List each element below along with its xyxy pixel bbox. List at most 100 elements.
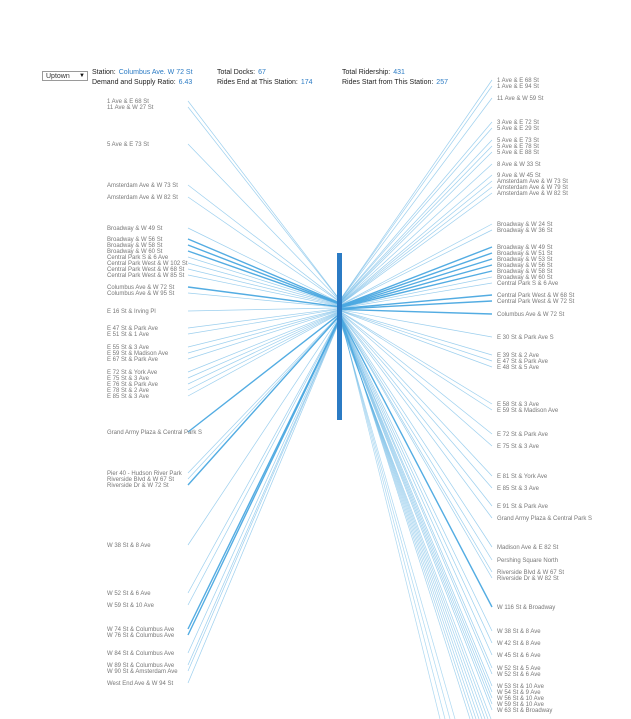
station-label-left[interactable]: Columbus Ave & W 72 St xyxy=(107,285,175,291)
station-label-left[interactable]: W 89 St & Columbus Ave xyxy=(107,663,175,669)
direction-dropdown[interactable]: Uptown ▼ xyxy=(42,71,88,81)
station-label-right[interactable]: 3 Ave & E 72 St xyxy=(497,120,539,126)
station-label-right[interactable]: E 39 St & 2 Ave xyxy=(497,353,540,359)
station-label-right[interactable]: W 45 St & 6 Ave xyxy=(497,653,541,659)
flow-line-right xyxy=(339,309,493,356)
station-label-right[interactable]: 11 Ave & W 59 St xyxy=(497,96,544,102)
station-label-right[interactable]: Pershing Square North xyxy=(497,558,558,564)
station-label-right[interactable]: W 53 St & 10 Ave xyxy=(497,684,545,690)
station-label-right[interactable]: W 59 St & 10 Ave xyxy=(497,702,545,708)
station-label-right[interactable]: E 47 St & Park Ave xyxy=(497,359,549,365)
station-label-right[interactable]: 8 Ave & W 33 St xyxy=(497,162,541,168)
station-label-left[interactable]: Broadway & W 58 St xyxy=(107,243,163,249)
station-bar[interactable] xyxy=(337,253,342,420)
station-label-right[interactable]: 5 Ave & E 78 St xyxy=(497,144,539,150)
station-label-left[interactable]: W 74 St & Columbus Ave xyxy=(107,627,175,633)
station-label-right[interactable]: Broadway & W 51 St xyxy=(497,251,553,257)
station-label-left[interactable]: E 78 St & 2 Ave xyxy=(107,388,150,394)
station-label-left[interactable]: 5 Ave & E 73 St xyxy=(107,142,149,148)
station-label-right[interactable]: 5 Ave & E 29 St xyxy=(497,126,539,132)
station-label-right[interactable]: W 54 St & 9 Ave xyxy=(497,690,541,696)
station-label-left[interactable]: Central Park West & W 68 St xyxy=(107,267,185,273)
station-label-right[interactable]: Broadway & W 36 St xyxy=(497,228,553,234)
station-label-left[interactable]: W 90 St & Amsterdam Ave xyxy=(107,669,178,675)
flow-line-right xyxy=(339,246,493,307)
station-label-left[interactable]: Pier 40 - Hudson River Park xyxy=(107,471,183,477)
station-label-right[interactable]: Broadway & W 60 St xyxy=(497,275,553,281)
station-label-left[interactable]: E 76 St & Park Ave xyxy=(107,382,159,388)
station-label-left[interactable]: E 75 St & 3 Ave xyxy=(107,376,150,382)
station-label-left[interactable]: Riverside Blvd & W 67 St xyxy=(107,477,174,483)
station-label-left[interactable]: W 52 St & 6 Ave xyxy=(107,591,151,597)
station-label-left[interactable]: E 47 St & Park Ave xyxy=(107,326,159,332)
station-label-left[interactable]: E 55 St & 3 Ave xyxy=(107,345,150,351)
station-label-right[interactable]: Amsterdam Ave & W 73 St xyxy=(497,179,568,185)
station-label-right[interactable]: W 52 St & 5 Ave xyxy=(497,666,541,672)
station-label-right[interactable]: Central Park West & W 68 St xyxy=(497,293,575,299)
station-label-right[interactable]: E 59 St & Madison Ave xyxy=(497,408,559,414)
station-label-right[interactable]: W 38 St & 8 Ave xyxy=(497,629,541,635)
station-label-left[interactable]: Central Park S & 6 Ave xyxy=(107,255,169,261)
flow-line-left xyxy=(187,307,341,312)
station-label-right[interactable]: Amsterdam Ave & W 79 St xyxy=(497,185,568,191)
station-label-left[interactable]: E 72 St & York Ave xyxy=(107,370,158,376)
station-label-left[interactable]: W 84 St & Columbus Ave xyxy=(107,651,175,657)
station-label-right[interactable]: E 48 St & 5 Ave xyxy=(497,365,540,371)
station-label-right[interactable]: Columbus Ave & W 72 St xyxy=(497,312,565,318)
station-stat: Station: Columbus Ave. W 72 St xyxy=(92,69,193,76)
station-label-left[interactable]: 11 Ave & W 27 St xyxy=(107,105,154,111)
station-label-left[interactable]: E 16 St & Irving Pl xyxy=(107,309,156,315)
station-label-right[interactable]: 1 Ave & E 94 St xyxy=(497,84,539,90)
station-label-right[interactable]: Broadway & W 49 St xyxy=(497,245,553,251)
station-label-left[interactable]: W 38 St & 8 Ave xyxy=(107,543,151,549)
station-label-right[interactable]: W 52 St & 6 Ave xyxy=(497,672,541,678)
station-label-left[interactable]: Amsterdam Ave & W 82 St xyxy=(107,195,178,201)
station-label-left[interactable]: E 59 St & Madison Ave xyxy=(107,351,169,357)
station-label-right[interactable]: E 85 St & 3 Ave xyxy=(497,486,540,492)
station-label-left[interactable]: Central Park West & W 102 St xyxy=(107,261,188,267)
station-label-right[interactable]: E 75 St & 3 Ave xyxy=(497,444,540,450)
station-label-right[interactable]: W 63 St & Broadway xyxy=(497,708,552,714)
station-label-right[interactable]: Broadway & W 56 St xyxy=(497,263,553,269)
station-label-right[interactable]: 5 Ave & E 88 St xyxy=(497,150,539,156)
station-label-left[interactable]: W 59 St & 10 Ave xyxy=(107,603,155,609)
station-label-right[interactable]: E 30 St & Park Ave S xyxy=(497,335,554,341)
station-label-right[interactable]: W 116 St & Broadway xyxy=(497,605,555,611)
station-label-right[interactable]: W 56 St & 10 Ave xyxy=(497,696,545,702)
station-label-right[interactable]: Riverside Blvd & W 67 St xyxy=(497,570,564,576)
station-label-right[interactable]: Riverside Dr & W 82 St xyxy=(497,576,559,582)
station-label-right[interactable]: Madison Ave & E 82 St xyxy=(497,545,559,551)
station-label-left[interactable]: Amsterdam Ave & W 73 St xyxy=(107,183,178,189)
station-label-right[interactable]: 5 Ave & E 73 St xyxy=(497,138,539,144)
station-label-right[interactable]: 1 Ave & E 68 St xyxy=(497,78,539,84)
station-label-left[interactable]: Broadway & W 56 St xyxy=(107,237,163,243)
flow-line-right xyxy=(339,310,493,362)
station-label-right[interactable]: Central Park S & 6 Ave xyxy=(497,281,559,287)
station-label-right[interactable]: E 72 St & Park Ave xyxy=(497,432,549,438)
station-label-right[interactable]: Broadway & W 53 St xyxy=(497,257,553,263)
station-label-left[interactable]: Central Park West & W 85 St xyxy=(107,273,185,279)
station-label-right[interactable]: Amsterdam Ave & W 82 St xyxy=(497,191,568,197)
station-label-right[interactable]: W 42 St & 8 Ave xyxy=(497,641,541,647)
station-label-left[interactable]: Riverside Dr & W 72 St xyxy=(107,483,169,489)
flow-line-left xyxy=(187,316,341,594)
station-label-left[interactable]: W 76 St & Columbus Ave xyxy=(107,633,175,639)
station-label-left[interactable]: Broadway & W 49 St xyxy=(107,226,163,232)
station-label-right[interactable]: Broadway & W 58 St xyxy=(497,269,553,275)
station-label-left[interactable]: West End Ave & W 94 St xyxy=(107,681,173,687)
station-label-left[interactable]: E 67 St & Park Ave xyxy=(107,357,159,363)
station-label-left[interactable]: Grand Army Plaza & Central Park S xyxy=(107,430,202,436)
station-label-right[interactable]: Grand Army Plaza & Central Park S xyxy=(497,516,592,522)
station-label-right[interactable]: Broadway & W 24 St xyxy=(497,222,553,228)
station-label-right[interactable]: E 58 St & 3 Ave xyxy=(497,402,540,408)
station-label-right[interactable]: E 81 St & York Ave xyxy=(497,474,548,480)
station-label-left[interactable]: 1 Ave & E 68 St xyxy=(107,99,149,105)
station-label-left[interactable]: E 85 St & 3 Ave xyxy=(107,394,150,400)
station-label-left[interactable]: Broadway & W 60 St xyxy=(107,249,163,255)
station-label-right[interactable]: E 91 St & Park Ave xyxy=(497,504,549,510)
station-label-left[interactable]: E 51 St & 1 Ave xyxy=(107,332,150,338)
station-label-right[interactable]: 9 Ave & W 45 St xyxy=(497,173,541,179)
station-label-left[interactable]: Columbus Ave & W 95 St xyxy=(107,291,175,297)
station-label-right[interactable]: Central Park West & W 72 St xyxy=(497,299,575,305)
